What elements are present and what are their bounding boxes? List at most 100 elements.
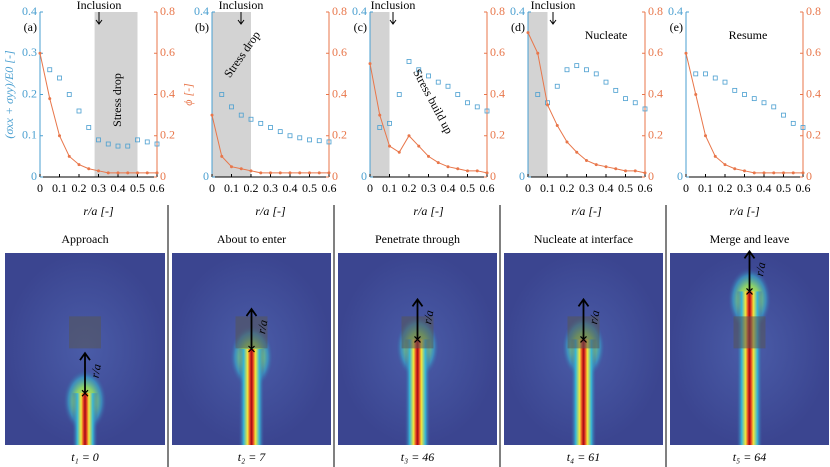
marker (593, 71, 599, 77)
marker (116, 171, 120, 175)
y2-tick-label: 0.2 (332, 128, 347, 142)
marker (594, 163, 598, 167)
marker (66, 92, 72, 97)
y-tick-label: 0 (31, 169, 37, 183)
y2-tick-label: 0.8 (160, 4, 175, 18)
y-tick-label: 0.3 (22, 45, 37, 59)
y2-tick-label: 0 (332, 169, 338, 183)
marker (426, 73, 431, 79)
marker (642, 106, 648, 112)
y2-tick-label: 0 (490, 169, 496, 183)
marker (574, 63, 580, 69)
panel-label: (c) (354, 20, 367, 34)
snapshot-title: Approach (61, 232, 108, 246)
marker (575, 150, 579, 154)
y-tick-label: 0 (361, 169, 367, 183)
x-tick-label: 0.1 (224, 181, 239, 195)
marker (287, 133, 293, 139)
x-tick-label: 0.4 (441, 181, 456, 195)
marker (298, 171, 302, 175)
y2-tick-label: 0.2 (806, 128, 821, 142)
y2-tick-label: 0.4 (490, 86, 505, 100)
x-tick-label: 0.6 (480, 181, 495, 195)
y-tick-label: 0.1 (22, 128, 37, 142)
y2-tick-label: 0.4 (806, 86, 821, 100)
marker (564, 67, 570, 73)
crack (736, 291, 763, 445)
x-axis-label: r/a [-] (571, 204, 602, 218)
annotation: Stress drop (110, 73, 124, 127)
marker (554, 83, 560, 89)
marker (613, 87, 619, 93)
x-axis-label: r/a [-] (83, 204, 114, 218)
x-tick-label: 0.5 (776, 181, 791, 195)
x-tick-label: 0.1 (698, 181, 713, 195)
marker (546, 103, 549, 107)
r-arrow (245, 307, 258, 349)
x-tick-label: 0.3 (737, 181, 752, 195)
inclusion (733, 316, 766, 349)
marker (248, 116, 254, 122)
marker (623, 96, 628, 102)
marker (466, 169, 469, 173)
marker (115, 143, 121, 149)
y2-tick-label: 0.6 (160, 45, 175, 59)
marker (154, 141, 160, 147)
marker (435, 79, 441, 85)
snapshot-time: t₂ = 7 (238, 450, 267, 464)
arrow-label: r/a (420, 309, 436, 325)
snapshot-time: t₁ = 0 (71, 450, 99, 464)
y-tick-label: 0.4 (510, 4, 525, 18)
x-tick-label: 0.2 (72, 181, 87, 195)
y2-tick-label: 0 (806, 169, 812, 183)
r-arrow (577, 297, 590, 340)
marker (230, 165, 233, 169)
marker (407, 134, 411, 138)
marker (732, 87, 738, 93)
marker (712, 75, 718, 81)
x-tick-label: 0.5 (460, 181, 475, 195)
annotation: Inclusion (77, 0, 122, 12)
marker (762, 171, 766, 175)
marker (633, 169, 637, 173)
marker (377, 125, 383, 130)
marker (48, 97, 52, 101)
marker (703, 71, 708, 77)
y2-tick-label: 0.2 (648, 128, 663, 142)
marker (781, 112, 786, 118)
marker (308, 171, 311, 175)
x-tick-label: 0.6 (638, 181, 653, 195)
annotation: Inclusion (371, 0, 416, 12)
marker (791, 171, 795, 175)
marker (752, 171, 756, 175)
y2-axis-label: ϕ [-] (181, 83, 195, 106)
marker (249, 169, 253, 173)
marker (406, 59, 412, 64)
marker (684, 51, 688, 55)
y-tick-label: 0 (203, 169, 209, 183)
x-tick-label: 0 (209, 181, 215, 195)
x-tick-label: 0.1 (52, 181, 67, 195)
x-tick-label: 0.4 (111, 181, 126, 195)
y-axis-label: (σxx + σyy)/E0 [-] (2, 50, 16, 139)
marker (585, 159, 588, 162)
marker (135, 137, 140, 143)
y2-tick-label: 0.6 (490, 45, 505, 59)
marker (58, 134, 61, 138)
marker (723, 163, 727, 167)
marker (761, 100, 767, 106)
marker (565, 140, 569, 144)
y2-tick-label: 0.8 (806, 4, 821, 18)
snapshot-time: t₃ = 46 (401, 450, 435, 464)
marker (238, 112, 244, 118)
marker (632, 100, 638, 106)
marker (229, 104, 234, 110)
marker (416, 67, 422, 73)
y-tick-label: 0.4 (22, 4, 37, 18)
x-tick-label: 0.3 (421, 181, 436, 195)
x-tick-label: 0.5 (130, 181, 145, 195)
marker (722, 79, 728, 85)
snapshot-title: Nucleate at interface (534, 232, 633, 246)
y2-tick-label: 0.8 (332, 4, 347, 18)
snapshot-time: t₄ = 61 (567, 450, 601, 464)
